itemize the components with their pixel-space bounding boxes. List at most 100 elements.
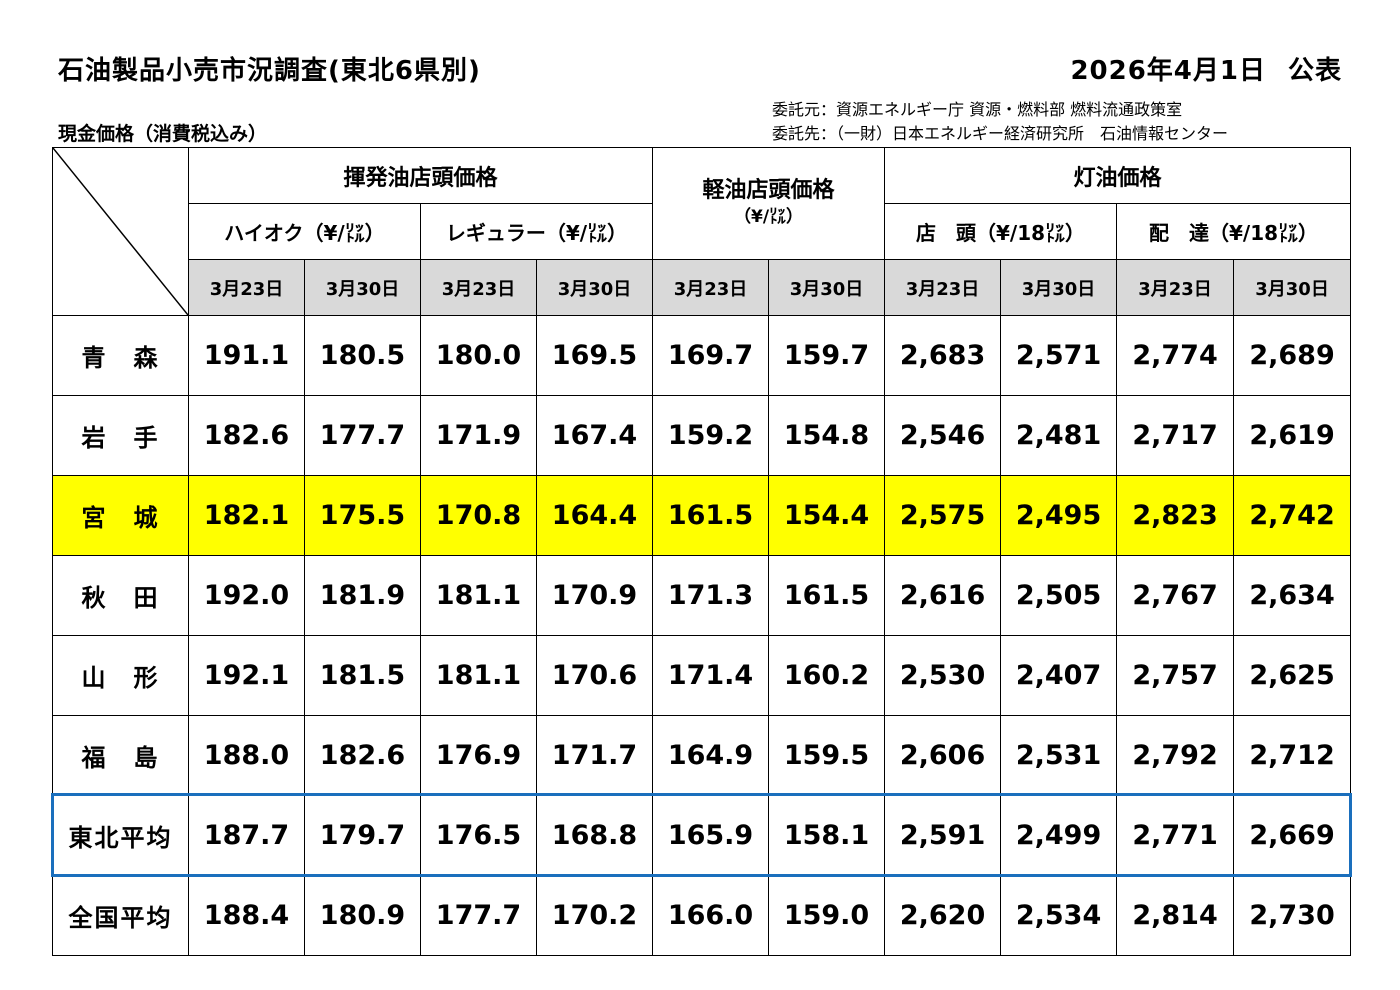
price-cell: 171.7 xyxy=(535,715,654,796)
publication-label: 公表 xyxy=(1287,56,1342,86)
price-cell: 181.1 xyxy=(420,635,537,716)
price-cell: 2,407 xyxy=(1000,635,1118,716)
corner-diagonal-cell xyxy=(52,147,189,316)
price-cell: 2,712 xyxy=(1233,715,1352,796)
prefecture-name: 宮 城 xyxy=(52,475,189,556)
date-header-cell: 3月23日 xyxy=(188,259,305,316)
price-cell: 159.2 xyxy=(652,395,770,476)
price-cell: 2,823 xyxy=(1116,475,1235,556)
gasoline-header: 揮発油店頭価格 xyxy=(187,147,654,204)
date-header-cell: 3月23日 xyxy=(884,259,1002,316)
price-cell: 181.9 xyxy=(304,555,421,636)
kerosene-header: 灯油価格 xyxy=(884,147,1352,204)
price-cell: 182.6 xyxy=(304,715,421,796)
date-header-cell: 3月30日 xyxy=(1233,259,1352,316)
diagonal-line xyxy=(53,148,188,315)
price-cell: 159.0 xyxy=(768,875,886,956)
price-cell: 158.1 xyxy=(768,795,886,876)
date-header-row: 3月23日 3月30日 3月23日 3月30日 3月23日 3月30日 3月23日 3月30日… xyxy=(53,259,1352,316)
table-row: 山 形 192.1 181.5 181.1 170.6 171.4 160.2 2,530 2,… xyxy=(52,635,1352,716)
price-cell: 166.0 xyxy=(652,875,770,956)
price-cell: 167.4 xyxy=(535,395,654,476)
price-cell: 2,495 xyxy=(1000,475,1118,556)
price-cell: 2,606 xyxy=(884,715,1002,796)
price-cell: 2,619 xyxy=(1233,395,1352,476)
price-cell: 2,730 xyxy=(1233,875,1352,956)
regular-header: レギュラー（¥/㍑） xyxy=(419,203,654,260)
table-body: 青 森 191.1 180.5 180.0 169.5 169.7 159.7 2,683 2,… xyxy=(52,315,1352,956)
price-cell: 2,571 xyxy=(1000,315,1118,396)
document-title: 石油製品小売市況調査(東北6県別) xyxy=(58,56,481,86)
table-row: 岩 手 182.6 177.7 171.9 167.4 159.2 154.8 2,546 2,… xyxy=(52,395,1352,476)
price-cell: 168.8 xyxy=(535,795,654,876)
price-cell: 2,767 xyxy=(1116,555,1235,636)
date-header-cell: 3月30日 xyxy=(768,259,886,316)
price-cell: 2,499 xyxy=(1000,795,1118,876)
price-cell: 2,669 xyxy=(1233,795,1352,876)
price-cell: 177.7 xyxy=(304,395,421,476)
price-cell: 2,757 xyxy=(1116,635,1235,716)
highoctane-header: ハイオク（¥/㍑） xyxy=(188,203,421,260)
price-cell: 2,792 xyxy=(1116,715,1235,796)
date-header-cell: 3月30日 xyxy=(535,259,654,316)
price-cell: 2,625 xyxy=(1233,635,1352,716)
price-cell: 164.9 xyxy=(652,715,770,796)
price-cell: 170.6 xyxy=(535,635,654,716)
price-cell: 2,683 xyxy=(884,315,1002,396)
price-cell: 192.0 xyxy=(188,555,305,636)
price-cell: 180.0 xyxy=(420,315,537,396)
price-cell: 154.8 xyxy=(768,395,886,476)
price-cell: 2,575 xyxy=(884,475,1002,556)
price-cell: 182.6 xyxy=(188,395,305,476)
price-cell: 2,742 xyxy=(1233,475,1352,556)
table-row: 全国平均 188.4 180.9 177.7 170.2 166.0 159.0 2,620 2… xyxy=(52,875,1352,956)
price-cell: 188.4 xyxy=(188,875,305,956)
price-cell: 191.1 xyxy=(188,315,305,396)
price-cell: 2,481 xyxy=(1000,395,1118,476)
prefecture-name: 福 島 xyxy=(52,715,189,796)
price-cell: 161.5 xyxy=(652,475,770,556)
prefecture-name: 東北平均 xyxy=(52,795,189,876)
price-cell: 169.7 xyxy=(652,315,770,396)
price-cell: 2,616 xyxy=(884,555,1002,636)
table-row: 福 島 188.0 182.6 176.9 171.7 164.9 159.5 2,606 2,… xyxy=(52,715,1352,796)
table-row: 東北平均 187.7 179.7 176.5 168.8 165.9 158.1 2,591 2… xyxy=(52,795,1352,876)
prefecture-name: 全国平均 xyxy=(52,875,189,956)
price-cell: 171.4 xyxy=(652,635,770,716)
price-cell: 182.1 xyxy=(188,475,305,556)
date-header-cell: 3月23日 xyxy=(652,259,770,316)
price-cell: 2,591 xyxy=(884,795,1002,876)
price-cell: 180.9 xyxy=(304,875,421,956)
prefecture-name: 青 森 xyxy=(52,315,189,396)
price-cell: 180.5 xyxy=(304,315,421,396)
price-cell: 192.1 xyxy=(188,635,305,716)
price-cell: 179.7 xyxy=(304,795,421,876)
price-cell: 165.9 xyxy=(652,795,770,876)
price-cell: 2,689 xyxy=(1233,315,1352,396)
price-cell: 2,505 xyxy=(1000,555,1118,636)
diesel-header: 軽油店頭価格 （¥/㍑） xyxy=(652,147,886,260)
price-cell: 2,774 xyxy=(1116,315,1235,396)
publication-date-value: 2026年4月1日 xyxy=(1070,56,1266,86)
price-cell: 181.1 xyxy=(420,555,537,636)
diesel-header-unit: （¥/㍑） xyxy=(734,206,804,227)
price-cell: 2,771 xyxy=(1116,795,1235,876)
price-cell: 159.7 xyxy=(768,315,886,396)
price-note: 現金価格（消費税込み） xyxy=(58,123,268,145)
price-cell: 159.5 xyxy=(768,715,886,796)
date-header-cell: 3月30日 xyxy=(304,259,421,316)
price-cell: 154.4 xyxy=(768,475,886,556)
price-cell: 181.5 xyxy=(304,635,421,716)
price-cell: 170.8 xyxy=(420,475,537,556)
price-cell: 188.0 xyxy=(188,715,305,796)
price-cell: 171.3 xyxy=(652,555,770,636)
price-cell: 2,534 xyxy=(1000,875,1118,956)
delivery-header: 配 達（¥/18㍑） xyxy=(1116,203,1352,260)
date-header-cell: 3月30日 xyxy=(1000,259,1118,316)
price-cell: 176.9 xyxy=(420,715,537,796)
storefront-header: 店 頭（¥/18㍑） xyxy=(884,203,1118,260)
price-cell: 2,814 xyxy=(1116,875,1235,956)
price-cell: 2,717 xyxy=(1116,395,1235,476)
price-cell: 187.7 xyxy=(188,795,305,876)
price-cell: 177.7 xyxy=(420,875,537,956)
